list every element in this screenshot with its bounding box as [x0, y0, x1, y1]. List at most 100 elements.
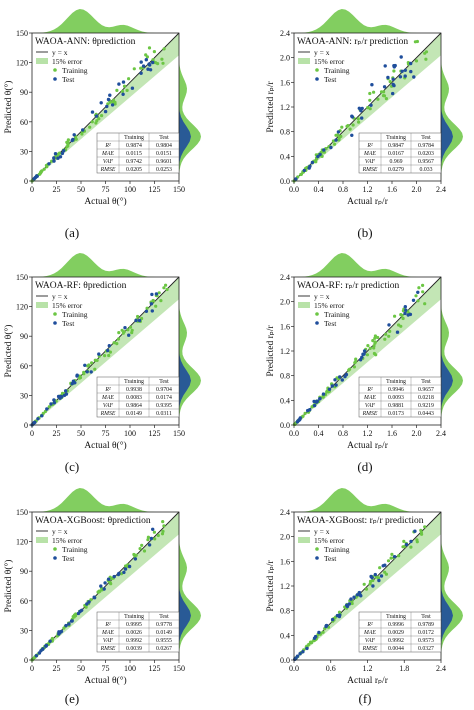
- metrics-label: MAE: [101, 395, 114, 401]
- training-point: [372, 90, 376, 94]
- panel-title: WAOA-RF: θprediction: [35, 281, 127, 291]
- test-point: [92, 595, 96, 599]
- training-point: [161, 61, 165, 65]
- test-point: [373, 572, 377, 577]
- test-point: [62, 393, 67, 397]
- legend-training-marker: [53, 312, 57, 316]
- training-point: [321, 630, 325, 634]
- training-point: [409, 545, 413, 549]
- training-point: [74, 137, 78, 141]
- test-point: [352, 595, 356, 599]
- training-point: [161, 520, 165, 524]
- training-point: [397, 554, 401, 558]
- test-point: [147, 543, 152, 547]
- test-point: [107, 344, 112, 348]
- legend-band-swatch: [298, 537, 310, 543]
- metrics-table: Training Test R² 0.9995 0.9778 MAE 0.0026 0.014…: [96, 611, 180, 653]
- test-point: [76, 611, 81, 616]
- metrics-label: VAF: [365, 638, 376, 644]
- training-point: [162, 524, 166, 528]
- metrics-label: MAE: [101, 151, 114, 157]
- test-point: [147, 62, 151, 66]
- metrics-label: VAF: [103, 403, 114, 409]
- test-point: [298, 652, 302, 656]
- test-point: [123, 326, 127, 330]
- training-point: [378, 566, 382, 570]
- test-point: [379, 574, 384, 578]
- panel-title: WAOA-ANN: θprediction: [35, 37, 136, 47]
- y-tick-label: 0.8: [280, 607, 290, 616]
- test-point: [137, 318, 142, 323]
- x-tick-label: 1.6: [387, 185, 397, 194]
- training-point: [339, 134, 343, 138]
- test-point: [141, 64, 146, 68]
- metrics-training-value: 0.0167: [388, 151, 404, 157]
- test-point: [97, 352, 101, 356]
- test-point: [400, 69, 404, 74]
- training-point: [89, 598, 93, 602]
- training-point: [376, 97, 380, 101]
- legend-band-label: 15% error: [314, 301, 345, 310]
- test-point: [151, 60, 155, 65]
- panel-b: 0.0 0.4 0.8 1.2 1.6 2.0 2.4 0.0 0.4 0.8 1.2 1.6 2.0 2…: [266, 9, 463, 207]
- x-tick-label: 2.4: [436, 429, 446, 438]
- y-tick-label: 1.6: [280, 322, 290, 331]
- legend-band-label: 15% error: [314, 57, 345, 66]
- metrics-training-value: 0.0115: [126, 151, 142, 157]
- y-tick-label: 0.4: [280, 152, 290, 161]
- training-point: [164, 283, 168, 287]
- legend-band-label: 15% error: [52, 57, 83, 66]
- metrics-table-bg: [358, 132, 442, 174]
- metrics-label: RMSE: [100, 167, 116, 173]
- training-point: [383, 337, 387, 341]
- legend-training-label: Training: [324, 310, 350, 319]
- test-point: [139, 60, 143, 64]
- training-point: [154, 304, 158, 308]
- training-point: [146, 535, 150, 539]
- panel-title: WAOA-ANN: rₚ/r prediction: [297, 37, 408, 47]
- training-point: [386, 559, 391, 563]
- x-tick-label: 125: [149, 429, 161, 438]
- x-tick-label: 100: [124, 429, 136, 438]
- test-point: [41, 647, 45, 651]
- y-tick-label: 150: [16, 508, 28, 517]
- test-point: [296, 419, 300, 423]
- metrics-table: Training Test R² 0.9938 0.9704 MAE 0.0083 0.017…: [96, 376, 180, 418]
- metrics-label: MAE: [363, 395, 376, 401]
- training-point: [415, 39, 419, 44]
- test-point: [362, 349, 367, 353]
- test-point: [123, 567, 128, 571]
- metrics-label: RMSE: [100, 646, 116, 652]
- metrics-header-training: Training: [386, 614, 406, 620]
- training-point: [371, 578, 375, 583]
- x-tick-label: 0.0: [289, 429, 299, 438]
- training-point: [371, 339, 375, 343]
- metrics-header-training: Training: [124, 614, 144, 620]
- training-point: [368, 91, 372, 96]
- x-tick-label: 1.2: [363, 185, 373, 194]
- legend-training-marker: [315, 68, 319, 72]
- test-point: [103, 109, 108, 114]
- test-point: [404, 308, 408, 312]
- y-tick-label: 0.0: [280, 177, 290, 186]
- y-tick-label: 2.0: [280, 54, 290, 63]
- legend-test-marker: [315, 321, 319, 325]
- training-point: [388, 329, 392, 333]
- training-point: [388, 80, 392, 84]
- training-point: [373, 341, 377, 345]
- test-point: [404, 542, 409, 547]
- test-point: [344, 372, 349, 377]
- test-point: [108, 93, 112, 97]
- x-axis-label: Actual rₚ/r: [347, 676, 389, 686]
- panel-title: WAOA-RF: rₚ/r prediction: [297, 281, 399, 291]
- test-point: [83, 363, 87, 367]
- right-marginal-test: [179, 277, 191, 425]
- legend-training-marker: [315, 312, 319, 316]
- training-point: [117, 331, 121, 335]
- training-point: [132, 67, 136, 71]
- right-marginal-density: [179, 33, 201, 181]
- legend-test-marker: [315, 77, 319, 81]
- legend-training-label: Training: [62, 545, 88, 554]
- x-tick-label: 75: [102, 185, 110, 194]
- metrics-training-value: 0.0029: [388, 630, 404, 636]
